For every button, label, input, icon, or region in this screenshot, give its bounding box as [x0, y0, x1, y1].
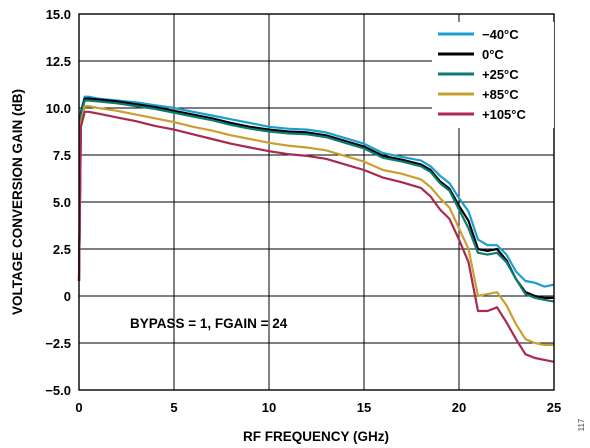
legend: −40°C 0°C +25°C +85°C +105°C [432, 22, 554, 128]
y-tick-label: 2.5 [53, 242, 71, 257]
y-axis-ticks: −5.0 −2.5 0 2.5 5.0 7.5 10.0 12.5 15.0 [45, 7, 71, 398]
y-tick-label: 0 [64, 289, 71, 304]
x-axis-label: RF FREQUENCY (GHz) [243, 429, 389, 444]
x-axis-ticks: 0 5 10 15 20 25 [75, 400, 561, 415]
series-line-4 [77, 110, 555, 363]
x-tick-label: 20 [452, 400, 466, 415]
figure-id: 117 [577, 418, 586, 431]
x-tick-label: 10 [262, 400, 276, 415]
y-tick-label: 7.5 [53, 148, 71, 163]
x-tick-label: 5 [170, 400, 177, 415]
x-tick-label: 15 [357, 400, 371, 415]
legend-label: +105°C [482, 107, 526, 122]
plot-frame [78, 13, 555, 391]
x-tick-label: 25 [547, 400, 561, 415]
legend-label: +85°C [482, 87, 519, 102]
y-tick-label: 5.0 [53, 195, 71, 210]
series-layer [77, 95, 555, 363]
y-tick-label: −2.5 [45, 336, 71, 351]
y-tick-label: −5.0 [45, 383, 71, 398]
legend-label: −40°C [482, 27, 519, 42]
x-tick-label: 0 [75, 400, 82, 415]
legend-label: +25°C [482, 67, 519, 82]
y-tick-label: 15.0 [46, 7, 71, 22]
series-line-3 [77, 105, 554, 346]
series-line-2 [77, 99, 555, 303]
y-tick-label: 12.5 [46, 54, 71, 69]
conditions-annotation: BYPASS = 1, FGAIN = 24 [130, 316, 288, 331]
series-line-0 [77, 95, 555, 288]
legend-label: 0°C [482, 47, 504, 62]
y-tick-label: 10.0 [46, 101, 71, 116]
y-axis-label: VOLTAGE CONVERSION GAIN (dB) [10, 89, 25, 315]
series-line-1 [77, 97, 554, 299]
